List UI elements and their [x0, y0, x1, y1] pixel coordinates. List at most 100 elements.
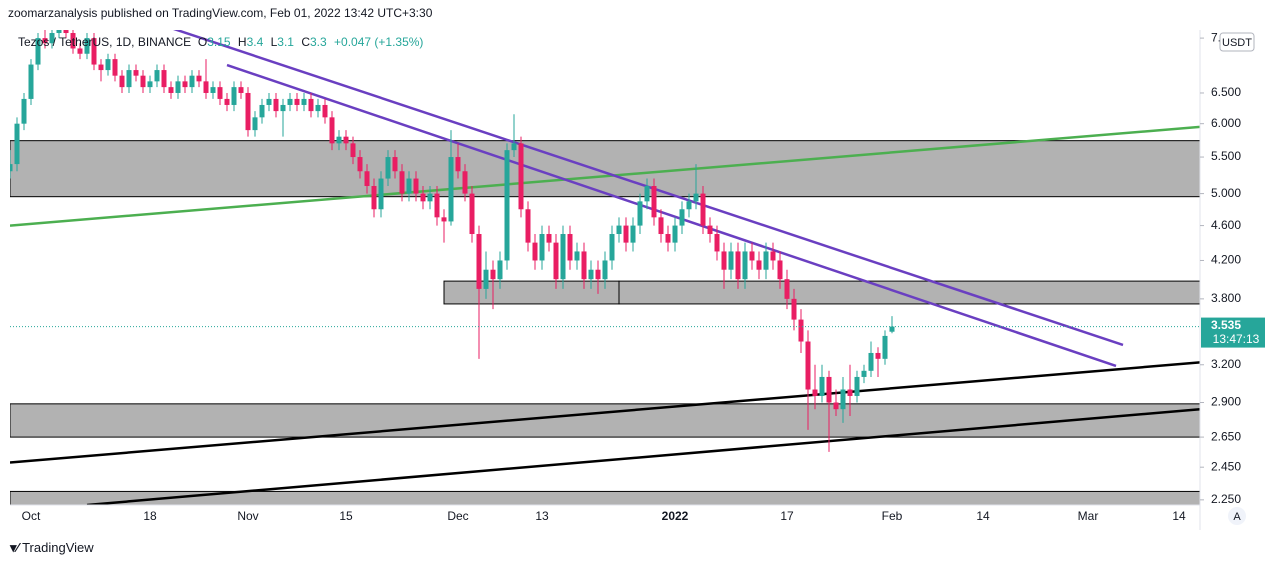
ohlc-value: 3.15	[207, 35, 231, 49]
candle-body	[441, 217, 447, 222]
y-tick-label: 5.000	[1211, 186, 1241, 200]
candle-body	[665, 234, 671, 243]
candle-body	[224, 98, 230, 105]
candle-body	[511, 143, 517, 151]
candle-body	[322, 104, 328, 118]
candle-body	[196, 75, 202, 82]
candle-body	[469, 193, 475, 235]
candle-body	[448, 157, 454, 222]
candle-body	[609, 234, 615, 261]
price-zone	[10, 403, 1200, 438]
candle-body	[700, 193, 706, 226]
price-zone	[10, 140, 1200, 198]
candle-body	[105, 59, 111, 71]
candle-body	[434, 193, 440, 218]
candle-body	[847, 389, 853, 396]
ohlc-label: O	[197, 35, 208, 49]
x-tick-label: Nov	[237, 509, 258, 523]
x-tick-label: Oct	[22, 509, 41, 523]
y-tick-label: 2.450	[1211, 459, 1241, 473]
candle-body	[259, 104, 265, 118]
publisher-line: zoomarzanalysis published on TradingView…	[8, 6, 433, 20]
ohlc-label: C	[301, 35, 310, 49]
y-tick-label: 4.200	[1211, 253, 1241, 267]
plot-area	[10, 30, 1200, 505]
candle-body	[21, 98, 27, 124]
candle-body	[182, 81, 188, 88]
candle-body	[175, 81, 181, 93]
candle-body	[308, 98, 314, 112]
candle-body	[476, 234, 482, 289]
x-tick-label: Dec	[447, 509, 468, 523]
x-tick-label: 13	[535, 509, 549, 523]
candle-body	[504, 150, 510, 261]
candle-body	[336, 136, 342, 144]
trend-line	[10, 125, 1200, 227]
candle-body	[399, 171, 405, 194]
candle-body	[623, 225, 629, 243]
price-zone	[10, 490, 1200, 505]
ohlc-label: L	[270, 35, 278, 49]
candle-body	[497, 260, 503, 280]
candle-body	[805, 341, 811, 390]
candle-body	[861, 370, 867, 377]
candle-body	[294, 98, 300, 105]
brand-name: TradingView	[22, 540, 94, 555]
candle-body	[378, 178, 384, 210]
candle-body	[357, 157, 363, 172]
candle-body	[35, 38, 41, 65]
candle-body	[546, 234, 552, 243]
candle-body	[833, 402, 839, 410]
x-tick-label: 18	[143, 509, 157, 523]
candle-body	[210, 87, 216, 93]
x-tick-label: 2022	[662, 509, 689, 523]
candle-body	[791, 298, 797, 320]
candle-body	[413, 178, 419, 194]
axes: 7.5006.5006.0005.5005.0004.6004.2003.800…	[22, 30, 1242, 523]
last-price-label: 3.535	[1211, 318, 1241, 332]
candle-body	[651, 186, 657, 218]
candle-body	[84, 38, 90, 54]
currency-badge[interactable]	[1219, 32, 1255, 52]
candle-body	[315, 104, 321, 112]
countdown: 13:47:13	[1213, 332, 1260, 346]
candle-body	[581, 251, 587, 280]
candle-body	[539, 234, 545, 261]
candle-body	[70, 33, 76, 49]
change: +0.047 (+1.35%)	[334, 35, 424, 49]
candle-body	[798, 319, 804, 342]
candle-body	[644, 186, 650, 202]
candle-body	[406, 178, 412, 194]
candle-body	[693, 193, 699, 202]
trend-line	[86, 407, 1200, 505]
candle-body	[483, 269, 489, 289]
x-tick-label: Mar	[1078, 509, 1099, 523]
y-tick-label: 6.000	[1211, 116, 1241, 130]
candle-body	[301, 98, 307, 105]
candle-body	[763, 251, 769, 270]
x-tick-label: 15	[339, 509, 353, 523]
candle-body	[385, 157, 391, 179]
ohlc-value: 3.1	[277, 35, 294, 49]
candle-body	[525, 209, 531, 243]
candle-body	[742, 251, 748, 280]
candle-body	[42, 38, 48, 44]
symbol: Tezos / TetherUS, 1D, BINANCE	[18, 35, 192, 49]
candle-body	[154, 70, 160, 82]
candle-body	[882, 335, 888, 359]
candle-body	[777, 260, 783, 280]
y-tick-label: 5.500	[1211, 149, 1241, 163]
candle-body	[532, 242, 538, 261]
ohlc-value: 3.4	[246, 35, 264, 49]
candle-body	[756, 260, 762, 270]
candle-body	[826, 376, 832, 403]
candle-body	[280, 104, 286, 112]
candle-body	[812, 389, 818, 396]
candle-body	[518, 143, 524, 210]
candle-body	[392, 157, 398, 172]
candle-body	[427, 193, 433, 202]
candle-body	[819, 376, 825, 396]
candle-body	[637, 201, 643, 226]
auto-scale-button[interactable]	[1228, 507, 1246, 525]
